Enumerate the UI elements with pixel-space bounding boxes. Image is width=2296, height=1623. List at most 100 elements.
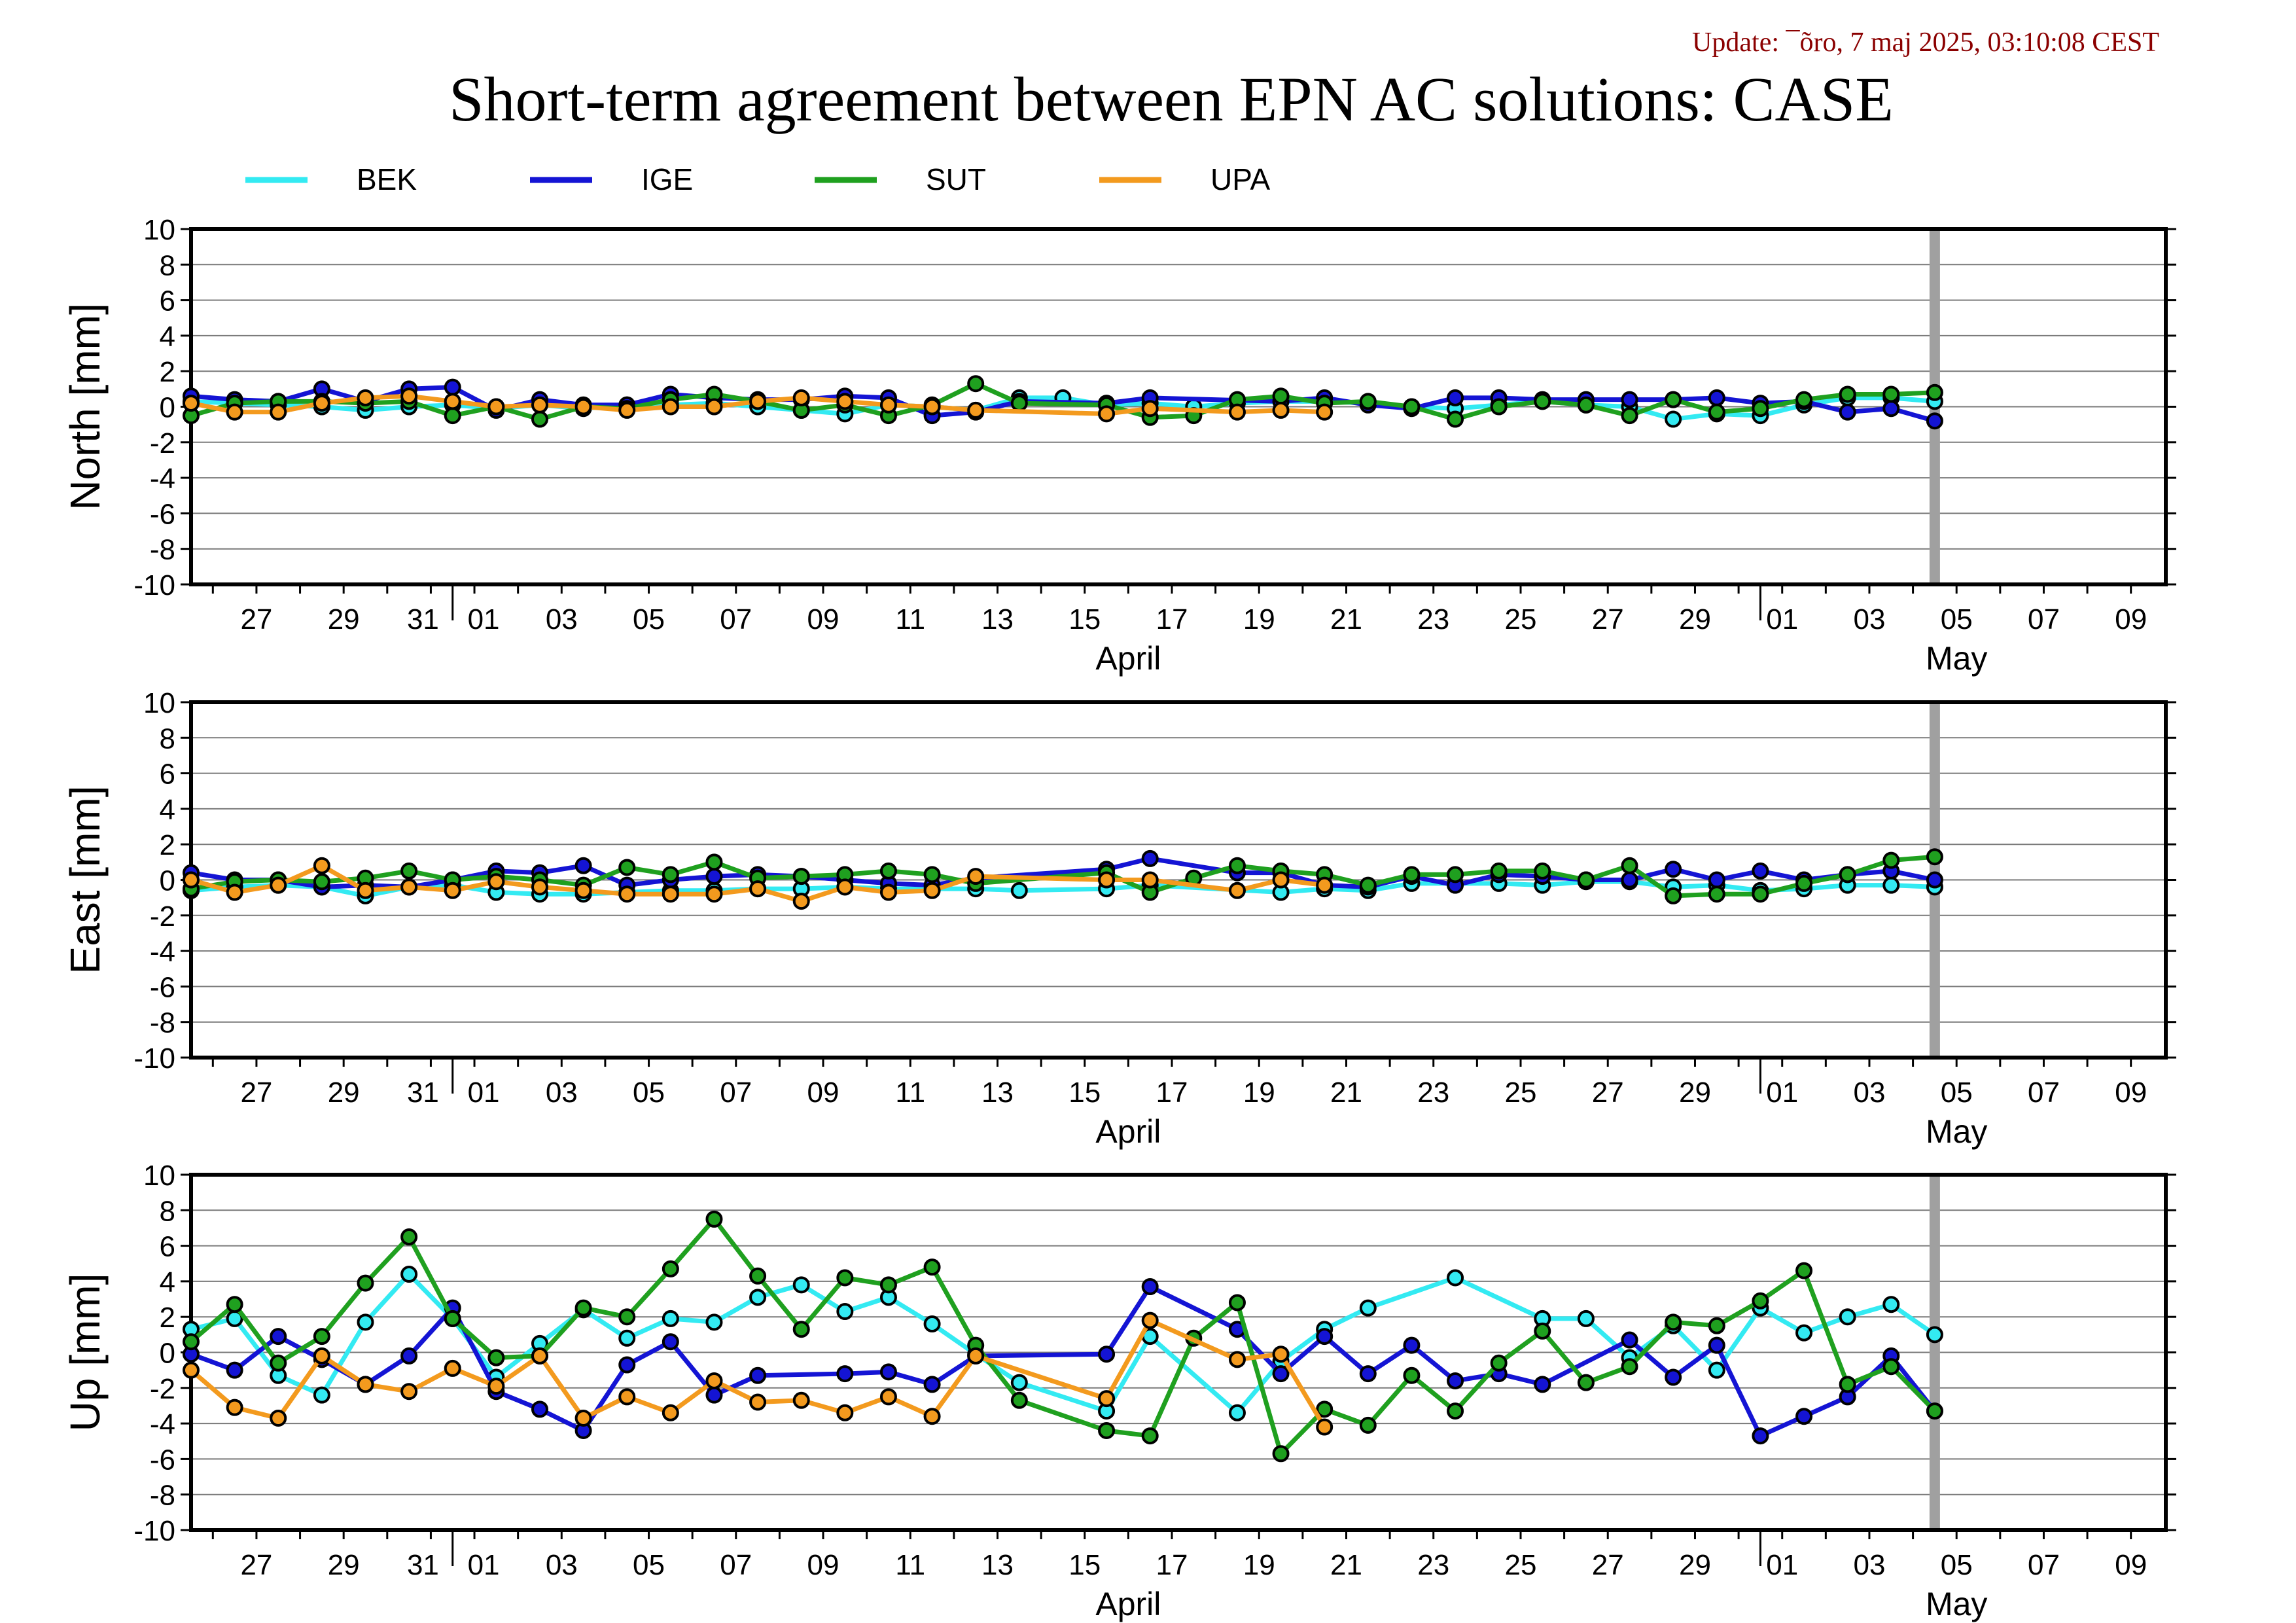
data-point-upa xyxy=(444,882,461,899)
data-point-sut xyxy=(1839,385,1856,403)
x-tick-label: 27 xyxy=(240,1077,272,1109)
month-label: May xyxy=(1926,640,1987,677)
x-tick-label: 07 xyxy=(720,1077,752,1109)
data-point-sut xyxy=(1272,387,1290,405)
data-point-upa xyxy=(618,1388,636,1406)
data-point-ige xyxy=(1098,1346,1116,1363)
x-tick-label: 23 xyxy=(1417,1077,1449,1109)
data-point-upa xyxy=(662,885,679,903)
data-point-upa xyxy=(574,398,592,416)
x-tick-label: 09 xyxy=(807,603,839,635)
data-point-upa xyxy=(923,1408,941,1425)
data-point-bek xyxy=(792,1276,810,1294)
y-tick-label: 8 xyxy=(160,722,175,755)
data-point-upa xyxy=(705,398,723,416)
data-point-sut xyxy=(1228,857,1246,874)
y-tick-label: 10 xyxy=(143,687,175,719)
data-point-bek xyxy=(1926,1326,1943,1344)
data-point-sut xyxy=(836,1269,854,1287)
data-point-bek xyxy=(400,1266,418,1283)
x-tick-label: 13 xyxy=(981,1549,1014,1581)
data-point-ige xyxy=(1708,1336,1725,1354)
data-point-upa xyxy=(531,396,548,414)
data-point-sut xyxy=(183,1333,200,1351)
data-point-upa xyxy=(879,396,897,414)
y-tick-label: 2 xyxy=(160,356,175,388)
y-tick-label: 6 xyxy=(160,1231,175,1263)
x-tick-label: 01 xyxy=(1766,1549,1798,1581)
data-point-ige xyxy=(1665,1368,1682,1386)
current-date-marker xyxy=(1929,1175,1940,1530)
data-point-upa xyxy=(967,1347,985,1364)
data-point-sut xyxy=(1882,385,1900,403)
data-point-ige xyxy=(1926,412,1943,430)
data-point-upa xyxy=(1228,1351,1246,1368)
month-label: May xyxy=(1926,1586,1987,1622)
data-point-sut xyxy=(1447,410,1464,428)
data-point-sut xyxy=(444,407,461,425)
series-line-sut xyxy=(189,1217,1937,1456)
data-point-ige xyxy=(749,1366,767,1384)
data-point-bek xyxy=(1882,876,1900,894)
y-tick-label: -4 xyxy=(150,463,175,495)
data-point-sut xyxy=(226,1296,243,1313)
data-point-sut xyxy=(1098,1421,1116,1439)
data-point-bek xyxy=(662,1310,679,1327)
series-line-bek xyxy=(190,1272,1936,1416)
x-tick-label: 25 xyxy=(1505,603,1537,635)
data-point-sut xyxy=(531,410,548,428)
data-point-ige xyxy=(618,1356,636,1374)
data-point-upa xyxy=(1098,1390,1116,1408)
data-point-sut xyxy=(662,866,679,883)
x-tick-label: 05 xyxy=(1941,1549,1973,1581)
data-point-upa xyxy=(574,882,592,899)
data-point-sut xyxy=(1577,396,1595,414)
y-tick-label: 0 xyxy=(160,1338,175,1370)
data-point-upa xyxy=(749,880,767,898)
data-point-upa xyxy=(444,393,461,410)
data-point-upa xyxy=(226,883,243,901)
data-point-ige xyxy=(1141,849,1159,867)
series-ige xyxy=(183,1278,1943,1445)
data-point-ige xyxy=(270,1328,287,1346)
legend: BEK IGE SUT UPA xyxy=(245,162,1270,196)
y-tick-label: 2 xyxy=(160,829,175,861)
y-tick-label: 6 xyxy=(160,285,175,317)
data-point-sut xyxy=(618,1308,636,1326)
data-point-sut xyxy=(1621,1358,1638,1376)
data-point-upa xyxy=(487,398,505,416)
data-point-sut xyxy=(1752,400,1769,418)
x-tick-label: 11 xyxy=(895,1077,925,1109)
y-tick-label: 10 xyxy=(143,1160,175,1192)
data-point-ige xyxy=(1926,871,1943,889)
data-point-upa xyxy=(1228,403,1246,421)
data-point-sut xyxy=(1141,1427,1159,1445)
data-point-bek xyxy=(836,1303,854,1321)
data-point-upa xyxy=(1141,400,1159,418)
data-point-sut xyxy=(313,1328,330,1346)
x-tick-label: 07 xyxy=(2028,603,2060,635)
x-tick-label: 03 xyxy=(1853,1077,1885,1109)
panel-north: 108 6 42 0-2 -4-6 -8-10 27 29 31 01 03 05 07 09 11 13 15… xyxy=(62,214,2176,677)
data-point-sut xyxy=(1010,1391,1028,1409)
update-timestamp: Update: ¯õro, 7 maj 2025, 03:10:08 CEST xyxy=(1692,27,2159,58)
data-point-bek xyxy=(618,1329,636,1347)
data-point-bek xyxy=(1010,882,1028,899)
data-point-bek xyxy=(705,1313,723,1331)
data-point-sut xyxy=(618,859,636,876)
x-tick-label: 01 xyxy=(468,1077,500,1109)
data-point-ige xyxy=(1621,391,1638,408)
data-point-upa xyxy=(879,883,897,901)
data-point-ige xyxy=(1708,871,1725,889)
data-point-bek xyxy=(1665,410,1682,428)
x-tick-label: 31 xyxy=(407,1549,439,1581)
data-point-upa xyxy=(923,882,941,899)
data-point-sut xyxy=(1621,857,1638,874)
x-tick-label: 27 xyxy=(1592,1549,1624,1581)
data-point-upa xyxy=(1228,882,1246,899)
month-label: May xyxy=(1926,1113,1987,1150)
data-point-upa xyxy=(270,1409,287,1427)
data-point-bek xyxy=(1228,1404,1246,1421)
